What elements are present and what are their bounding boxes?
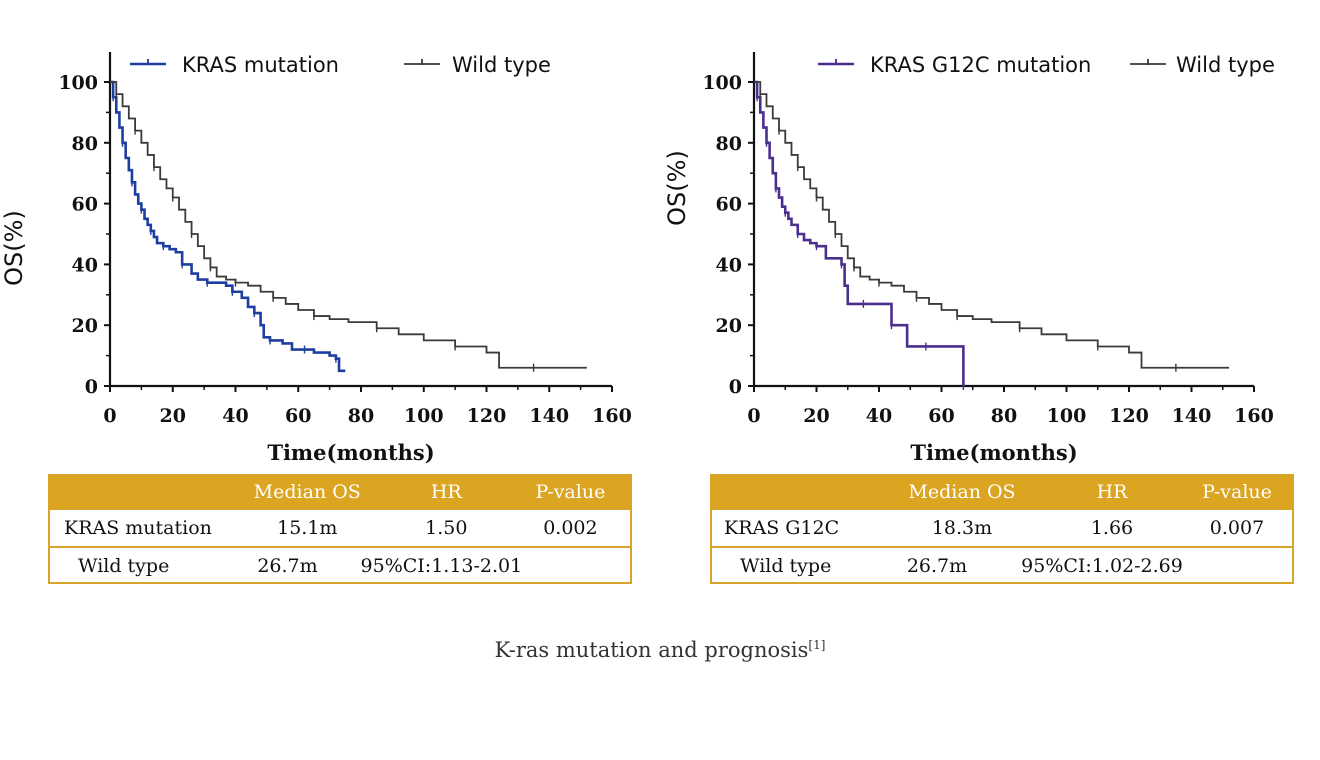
row-hr: 95%CI:1.02-2.69 xyxy=(1021,555,1183,577)
row-label: Wild type xyxy=(740,555,832,577)
x-tick-label: 60 xyxy=(285,405,311,427)
y-tick-label: 100 xyxy=(58,72,98,94)
header-p-value: P-value xyxy=(535,481,606,503)
y-tick-label: 80 xyxy=(72,133,98,155)
header-hr: HR xyxy=(1096,481,1128,503)
y-tick-label: 40 xyxy=(72,254,98,276)
row-label: Wild type xyxy=(78,555,170,577)
row-median-os: 26.7m xyxy=(906,555,968,577)
row-median-os: 18.3m xyxy=(931,517,993,539)
row-p-value: 0.007 xyxy=(1209,517,1265,539)
stats-table-header: Median OS HR P-value xyxy=(50,476,630,508)
row-label: KRAS G12C xyxy=(724,517,840,539)
series-line-mutation xyxy=(754,80,965,386)
table-row: KRAS mutation 15.1m 1.50 0.002 xyxy=(50,508,630,546)
table-row: KRAS G12C 18.3m 1.66 0.007 xyxy=(712,508,1292,546)
x-tick-label: 160 xyxy=(1234,405,1274,427)
row-hr: 1.66 xyxy=(1090,517,1134,539)
caption-text: K-ras mutation and prognosis xyxy=(494,638,809,662)
x-tick-label: 160 xyxy=(592,405,632,427)
y-tick-label: 100 xyxy=(702,72,742,94)
header-hr: HR xyxy=(430,481,462,503)
table-row: Wild type 26.7m 95%CI:1.13-2.01 xyxy=(50,546,630,584)
x-tick-label: 20 xyxy=(160,405,186,427)
km-chart-kras: 0 20 40 60 80 100 120 140 160 0 20 40 60 80 100 Time(mo… xyxy=(0,52,632,465)
x-tick-label: 40 xyxy=(222,405,248,427)
x-tick-label: 140 xyxy=(529,405,569,427)
y-tick-label: 0 xyxy=(729,376,742,398)
x-tick-label: 80 xyxy=(348,405,374,427)
x-tick-label: 0 xyxy=(747,405,760,427)
legend-label: Wild type xyxy=(1176,53,1275,77)
y-axis-title: OS(%) xyxy=(0,210,28,286)
row-median-os: 26.7m xyxy=(257,555,318,577)
stats-table-kras: Median OS HR P-value KRAS mutation 15.1m… xyxy=(48,474,632,584)
y-axis-title: OS(%) xyxy=(663,150,691,226)
x-tick-label: 120 xyxy=(1109,405,1149,427)
header-median-os: Median OS xyxy=(908,481,1016,503)
y-tick-label: 60 xyxy=(72,194,98,216)
km-chart-g12c: 0 20 40 60 80 100 120 140 160 0 20 40 60 80 100 Time(mo… xyxy=(663,52,1275,465)
figure-caption: K-ras mutation and prognosis[1] xyxy=(0,638,1320,662)
series-line-wild-type xyxy=(110,81,587,369)
caption-reference: [1] xyxy=(808,638,826,652)
y-tick-label: 20 xyxy=(716,315,742,337)
legend-label: KRAS G12C mutation xyxy=(870,53,1091,77)
x-tick-label: 120 xyxy=(467,405,507,427)
header-blank xyxy=(50,476,229,508)
legend-label: KRAS mutation xyxy=(182,53,339,77)
series-line-mutation xyxy=(110,80,346,373)
table-row: Wild type 26.7m 95%CI:1.02-2.69 xyxy=(712,546,1292,584)
x-tick-label: 140 xyxy=(1172,405,1212,427)
header-p-value: P-value xyxy=(1202,481,1272,503)
x-tick-label: 100 xyxy=(404,405,444,427)
x-axis-title: Time(months) xyxy=(267,440,434,465)
x-tick-label: 60 xyxy=(928,405,954,427)
y-tick-label: 40 xyxy=(716,254,742,276)
row-hr: 95%CI:1.13-2.01 xyxy=(360,555,523,577)
x-tick-label: 80 xyxy=(991,405,1017,427)
km-panel-kras: 0 20 40 60 80 100 120 140 160 0 20 40 60 80 100 Time(mo… xyxy=(0,0,660,600)
header-median-os: Median OS xyxy=(253,481,361,503)
header-blank xyxy=(712,476,882,508)
row-median-os: 15.1m xyxy=(277,517,338,539)
stats-table-g12c: Median OS HR P-value KRAS G12C 18.3m 1.6… xyxy=(710,474,1294,584)
y-tick-label: 60 xyxy=(716,194,742,216)
y-tick-label: 0 xyxy=(85,376,98,398)
x-tick-label: 40 xyxy=(866,405,892,427)
x-tick-label: 100 xyxy=(1047,405,1087,427)
y-tick-label: 80 xyxy=(716,133,742,155)
row-hr: 1.50 xyxy=(425,517,468,539)
stats-table-header: Median OS HR P-value xyxy=(712,476,1292,508)
x-tick-label: 20 xyxy=(803,405,829,427)
row-p-value: 0.002 xyxy=(543,517,598,539)
series-line-wild-type xyxy=(754,81,1229,369)
row-label: KRAS mutation xyxy=(64,517,212,539)
x-axis-title: Time(months) xyxy=(910,440,1077,465)
x-tick-label: 0 xyxy=(103,405,116,427)
y-tick-label: 20 xyxy=(72,315,98,337)
legend-label: Wild type xyxy=(452,53,551,77)
km-panel-g12c: 0 20 40 60 80 100 120 140 160 0 20 40 60 80 100 Time(mo… xyxy=(660,0,1320,600)
